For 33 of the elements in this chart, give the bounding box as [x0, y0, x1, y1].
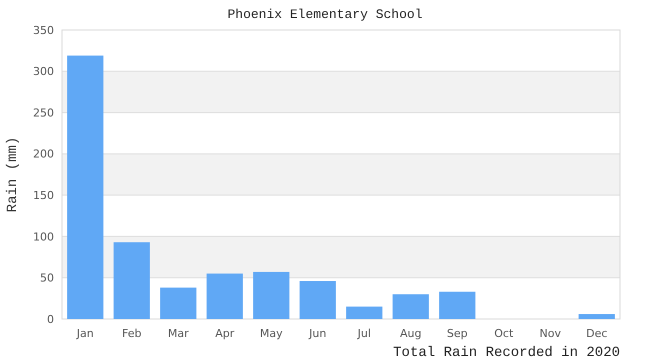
- x-tick-label: Oct: [494, 327, 514, 340]
- x-tick-label: Apr: [215, 327, 235, 340]
- bar: [578, 314, 615, 319]
- x-tick-label: Sep: [446, 327, 468, 340]
- y-tick-label: 0: [47, 312, 54, 326]
- y-tick-label: 250: [33, 106, 54, 120]
- y-axis-title: Rain (mm): [5, 136, 21, 212]
- x-tick-label: Mar: [168, 327, 190, 340]
- x-tick-label: Nov: [540, 327, 562, 340]
- y-tick-label: 50: [40, 272, 54, 285]
- bar: [439, 292, 476, 319]
- bar: [300, 281, 336, 319]
- x-tick-label: Jul: [356, 327, 371, 340]
- bar: [67, 56, 104, 319]
- x-tick-label: Jun: [308, 327, 326, 340]
- y-tick-label: 350: [33, 24, 54, 37]
- y-tick-label: 200: [33, 148, 54, 161]
- bar: [253, 272, 290, 319]
- bar: [392, 294, 429, 319]
- bar: [160, 288, 196, 319]
- chart-title: Phoenix Elementary School: [227, 7, 423, 22]
- bar: [114, 242, 150, 319]
- x-axis-title: Total Rain Recorded in 2020: [393, 345, 620, 360]
- y-tick-label: 150: [33, 188, 54, 202]
- x-tick-label: Feb: [122, 327, 142, 340]
- x-tick-label: Jan: [76, 327, 94, 340]
- x-tick-label: May: [260, 327, 284, 340]
- bar: [346, 306, 382, 319]
- y-tick-label: 100: [33, 230, 54, 244]
- x-tick-label: Dec: [586, 327, 608, 340]
- y-tick-label: 300: [33, 65, 54, 78]
- bar: [206, 274, 243, 319]
- x-tick-label: Aug: [400, 327, 422, 340]
